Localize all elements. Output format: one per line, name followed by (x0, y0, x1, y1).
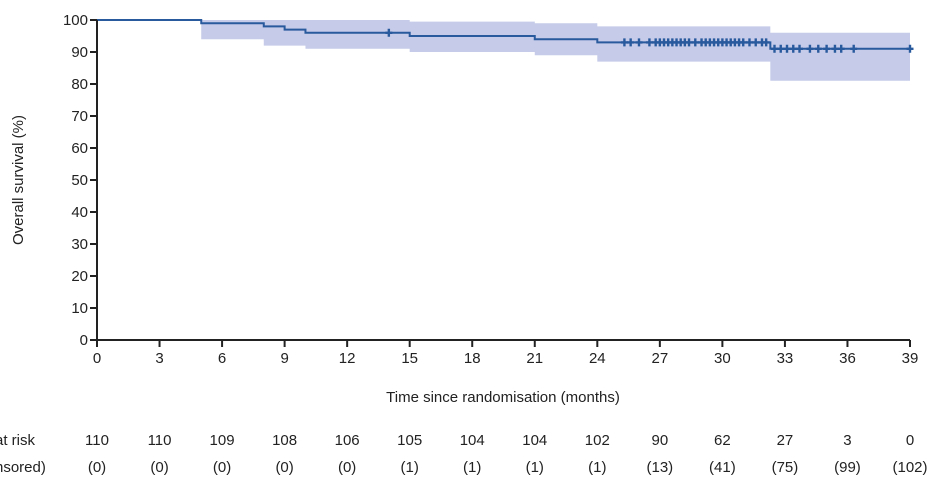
y-tick-label: 100 (63, 12, 88, 29)
censor-mark (691, 38, 699, 47)
risk-censored: (1) (526, 459, 544, 476)
risk-censored: (1) (463, 459, 481, 476)
x-tick-label: 0 (93, 350, 101, 367)
risk-number: 62 (714, 432, 731, 449)
censor-mark (837, 44, 845, 53)
risk-row-label-numbers: at risk (0, 432, 36, 449)
censor-mark (620, 38, 628, 47)
censor-mark (906, 44, 914, 53)
y-tick-label: 80 (71, 76, 88, 93)
x-tick-label: 33 (777, 350, 794, 367)
censor-mark (796, 44, 804, 53)
risk-censored: (0) (338, 459, 356, 476)
y-tick-label: 70 (71, 108, 88, 125)
x-tick-label: 39 (902, 350, 919, 367)
x-tick-label: 3 (155, 350, 163, 367)
risk-row-label-censored: nsored) (0, 459, 46, 476)
y-tick-label: 40 (71, 204, 88, 221)
risk-number: 27 (777, 432, 794, 449)
x-tick-label: 9 (280, 350, 288, 367)
y-tick-label: 10 (71, 300, 88, 317)
censor-mark (685, 38, 693, 47)
censor-mark (635, 38, 643, 47)
risk-censored: (41) (709, 459, 736, 476)
risk-number: 0 (906, 432, 914, 449)
confidence-band-layer (201, 20, 910, 81)
x-tick-label: 6 (218, 350, 226, 367)
risk-censored: (13) (647, 459, 674, 476)
censor-mark (850, 44, 858, 53)
risk-table: at risk nsored) 110 (0) 110 (0) 109 (0) 108 (0)… (0, 432, 928, 476)
risk-number: 90 (652, 432, 669, 449)
censor-mark (771, 44, 778, 53)
risk-number: 105 (397, 432, 422, 449)
risk-number: 109 (210, 432, 235, 449)
censor-mark (752, 38, 760, 47)
censor-mark (806, 44, 814, 53)
censor-mark (627, 38, 635, 47)
x-tick-label: 12 (339, 350, 356, 367)
censor-mark (762, 38, 770, 47)
censor-mark (814, 44, 822, 53)
risk-censored: (1) (588, 459, 606, 476)
risk-number: 106 (335, 432, 360, 449)
y-tick-label: 50 (71, 172, 88, 189)
x-tick-label: 21 (526, 350, 543, 367)
y-tick-label: 30 (71, 236, 88, 253)
y-ticks: 0 10 20 30 40 50 60 70 80 90 100 (63, 12, 97, 349)
censor-mark (745, 38, 753, 47)
y-axis-title: Overall survival (%) (10, 115, 27, 245)
censor-mark (739, 38, 747, 47)
risk-number: 104 (522, 432, 547, 449)
risk-censored: (0) (88, 459, 106, 476)
risk-number: 108 (272, 432, 297, 449)
censor-mark (831, 44, 839, 53)
risk-number: 102 (585, 432, 610, 449)
risk-censored: (0) (275, 459, 293, 476)
risk-censored: (102) (892, 459, 927, 476)
risk-censored: (1) (401, 459, 419, 476)
x-tick-label: 18 (464, 350, 481, 367)
y-tick-label: 20 (71, 268, 88, 285)
x-ticks: 0 3 6 9 12 15 18 21 24 27 30 33 36 39 (93, 340, 919, 367)
censor-marks-layer (385, 28, 914, 53)
x-tick-label: 36 (839, 350, 856, 367)
y-tick-label: 60 (71, 140, 88, 157)
x-tick-label: 30 (714, 350, 731, 367)
confidence-band (201, 20, 910, 81)
x-axis-title: Time since randomisation (months) (386, 389, 620, 406)
x-tick-label: 15 (401, 350, 418, 367)
x-tick-label: 27 (652, 350, 669, 367)
risk-number: 3 (843, 432, 851, 449)
x-tick-label: 24 (589, 350, 606, 367)
censor-mark (777, 44, 785, 53)
risk-censored: (0) (150, 459, 168, 476)
censor-mark (385, 28, 393, 37)
censor-mark (783, 44, 791, 53)
y-tick-label: 0 (80, 332, 88, 349)
censor-mark (645, 38, 653, 47)
censor-mark (823, 44, 831, 53)
risk-number: 104 (460, 432, 485, 449)
censor-mark (789, 44, 797, 53)
risk-number: 110 (85, 432, 109, 449)
y-tick-label: 90 (71, 44, 88, 61)
risk-censored: (99) (834, 459, 861, 476)
risk-censored: (0) (213, 459, 231, 476)
risk-censored: (75) (772, 459, 799, 476)
risk-number: 110 (148, 432, 172, 449)
